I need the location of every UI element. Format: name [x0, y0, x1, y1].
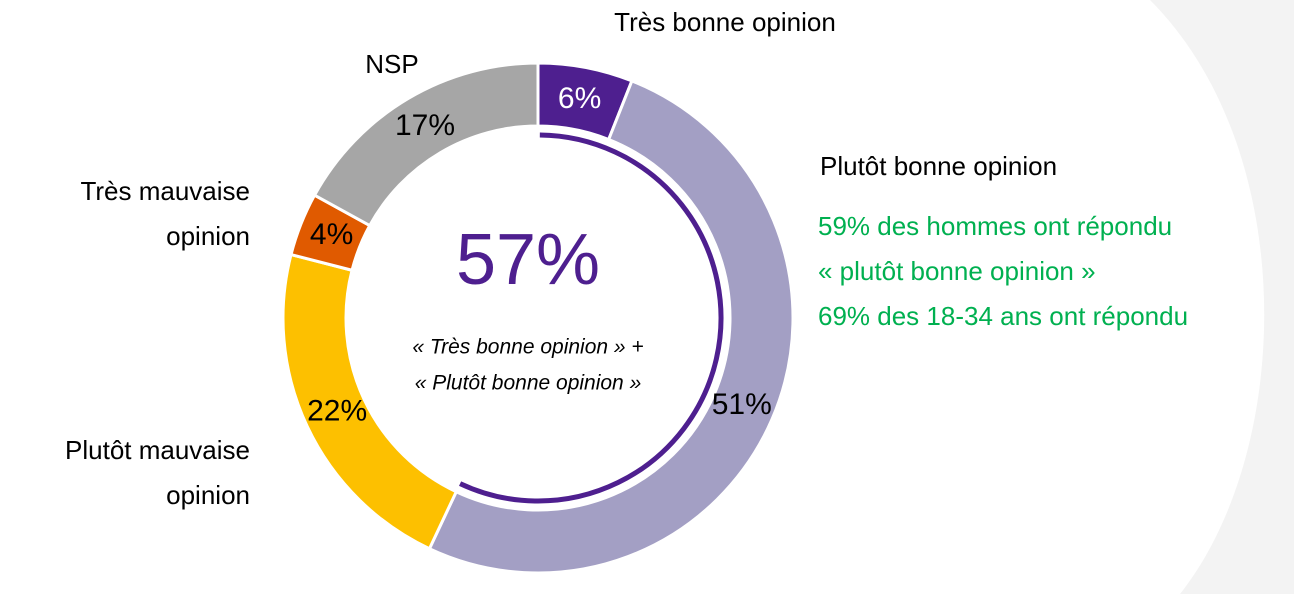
value-label: 51%	[712, 388, 772, 421]
annotation: « plutôt bonne opinion »	[818, 256, 1096, 286]
value-label: 6%	[558, 82, 601, 115]
value-label: 22%	[307, 394, 367, 427]
category-label: NSP	[365, 49, 418, 79]
donut-segment	[312, 61, 540, 228]
category-label: Très mauvaise opinion	[80, 176, 250, 251]
annotation: 59% des hommes ont répondu	[818, 211, 1172, 241]
category-label: Très bonne opinion	[614, 7, 836, 37]
center-value: 57%	[456, 220, 600, 300]
value-label: 4%	[310, 218, 353, 251]
highlight-arc	[459, 132, 724, 504]
category-label: Plutôt mauvaise opinion	[65, 435, 250, 510]
category-label-line: Très mauvaise	[80, 176, 250, 206]
center-caption: « Plutôt bonne opinion »	[415, 372, 642, 395]
category-label-line: Plutôt mauvaise	[65, 435, 250, 465]
background-decoration	[1150, 0, 1294, 594]
value-label: 17%	[395, 109, 455, 142]
category-label-line: opinion	[166, 221, 250, 251]
donut-segment	[427, 78, 795, 575]
category-label-line: opinion	[166, 480, 250, 510]
annotation: 69% des 18-34 ans ont répondu	[818, 301, 1188, 331]
category-label: Plutôt bonne opinion	[820, 151, 1057, 181]
center-caption: « Très bonne opinion » +	[412, 336, 643, 359]
